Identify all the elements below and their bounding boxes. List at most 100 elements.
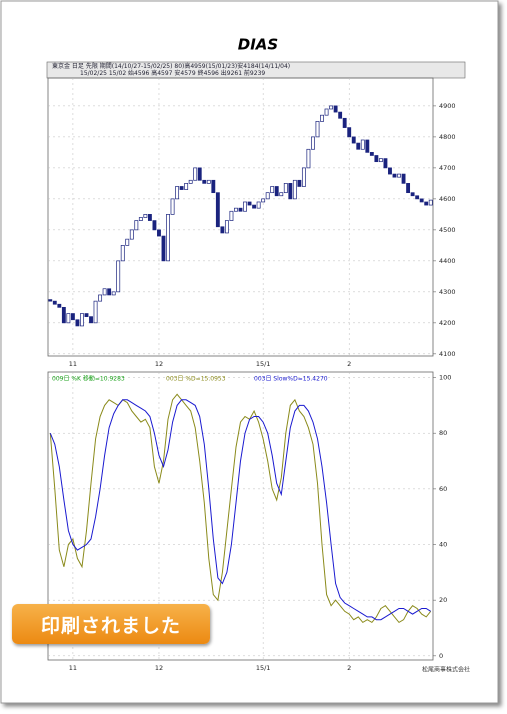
candle	[247, 201, 252, 206]
candle	[320, 114, 324, 122]
candle	[270, 186, 275, 194]
x-tick-label: 12	[155, 664, 163, 672]
y-tick-label: 4800	[439, 133, 456, 141]
candle	[188, 179, 193, 184]
candle	[184, 183, 189, 190]
candle	[120, 245, 125, 262]
candle	[238, 207, 243, 212]
x-tick-label: 15/1	[256, 664, 271, 672]
candle	[75, 319, 80, 327]
header-line: 東京金 日足 先限 期間(14/10/27-15/02/25) 80)高4959…	[52, 62, 290, 70]
candle	[360, 139, 365, 150]
candle	[166, 214, 170, 262]
paper	[0, 0, 499, 704]
y-tick-label: 4100	[439, 350, 456, 358]
page-title: DIAS	[238, 36, 278, 54]
y-tick-label: 4200	[439, 319, 456, 327]
candle	[57, 303, 62, 308]
candle	[315, 121, 320, 138]
candle	[175, 186, 180, 200]
candle	[274, 186, 279, 197]
candle	[324, 108, 329, 116]
candle	[301, 167, 306, 187]
y-tick-label: 40	[439, 541, 447, 549]
y-tick-label: 4700	[439, 164, 456, 172]
candle	[351, 136, 356, 144]
candle	[211, 179, 216, 194]
candle	[311, 136, 315, 150]
x-tick-label: 15/1	[256, 360, 271, 368]
y-tick-label: 80	[439, 429, 447, 437]
candle	[329, 105, 334, 110]
candle	[206, 179, 211, 184]
candle	[365, 139, 370, 153]
candle	[111, 291, 116, 296]
candle	[138, 217, 143, 221]
candle	[397, 173, 401, 178]
candle	[342, 117, 347, 128]
candle	[410, 192, 415, 197]
candle	[265, 192, 270, 200]
candle	[243, 201, 247, 212]
candle	[66, 313, 71, 324]
y-tick-label: 4500	[439, 226, 456, 234]
y-tick-label: 0	[439, 652, 443, 660]
x-tick-label: 2	[347, 360, 351, 368]
candle	[347, 127, 352, 138]
candle	[129, 229, 134, 240]
candle	[93, 300, 98, 324]
series-line	[49, 393, 432, 624]
x-tick-label: 2	[347, 664, 351, 672]
plot-area	[47, 371, 434, 661]
candle	[369, 152, 374, 156]
candle	[406, 183, 411, 194]
candle	[401, 173, 406, 184]
candle	[224, 220, 229, 234]
print-notice: 印刷されました	[12, 604, 210, 644]
candle	[234, 207, 238, 212]
candle	[392, 173, 397, 178]
plot-area	[47, 77, 434, 357]
candle	[52, 300, 57, 305]
series-line	[49, 399, 431, 621]
candle	[283, 183, 288, 194]
candle	[134, 220, 139, 231]
header-line: 15/02/25 15/02 始4596 高4597 安4579 終4596 出…	[80, 69, 265, 77]
candle	[161, 235, 166, 262]
y-tick-label: 4300	[439, 288, 456, 296]
candle	[70, 313, 75, 321]
candle	[374, 155, 379, 163]
candle	[102, 288, 107, 296]
annotation: 009日 %K 移動=10.9283	[52, 375, 125, 383]
x-tick-label: 12	[155, 360, 163, 368]
candle	[193, 167, 198, 181]
candle	[125, 238, 130, 246]
candle	[220, 226, 225, 234]
candle	[61, 306, 66, 324]
candle	[202, 179, 207, 184]
candle	[48, 299, 53, 302]
y-tick-label: 4600	[439, 195, 456, 203]
candle	[356, 142, 361, 150]
candle	[338, 111, 343, 119]
candle	[424, 201, 429, 206]
candle	[215, 192, 220, 228]
candle	[84, 313, 89, 317]
candle	[152, 220, 157, 231]
candle	[179, 186, 184, 190]
candle	[288, 183, 293, 200]
y-tick-label: 4900	[439, 102, 456, 110]
candle	[415, 195, 420, 200]
legend-label: 003日 %D=15.0953	[166, 376, 226, 383]
candle	[89, 316, 93, 324]
candle	[170, 198, 175, 215]
candle	[388, 167, 392, 175]
candle	[297, 179, 302, 187]
y-tick-label: 20	[439, 596, 447, 604]
footer: 松尾商事株式会社	[422, 666, 470, 674]
candle	[143, 214, 148, 218]
candle	[252, 204, 257, 209]
candle	[229, 210, 234, 221]
candle	[292, 179, 297, 200]
